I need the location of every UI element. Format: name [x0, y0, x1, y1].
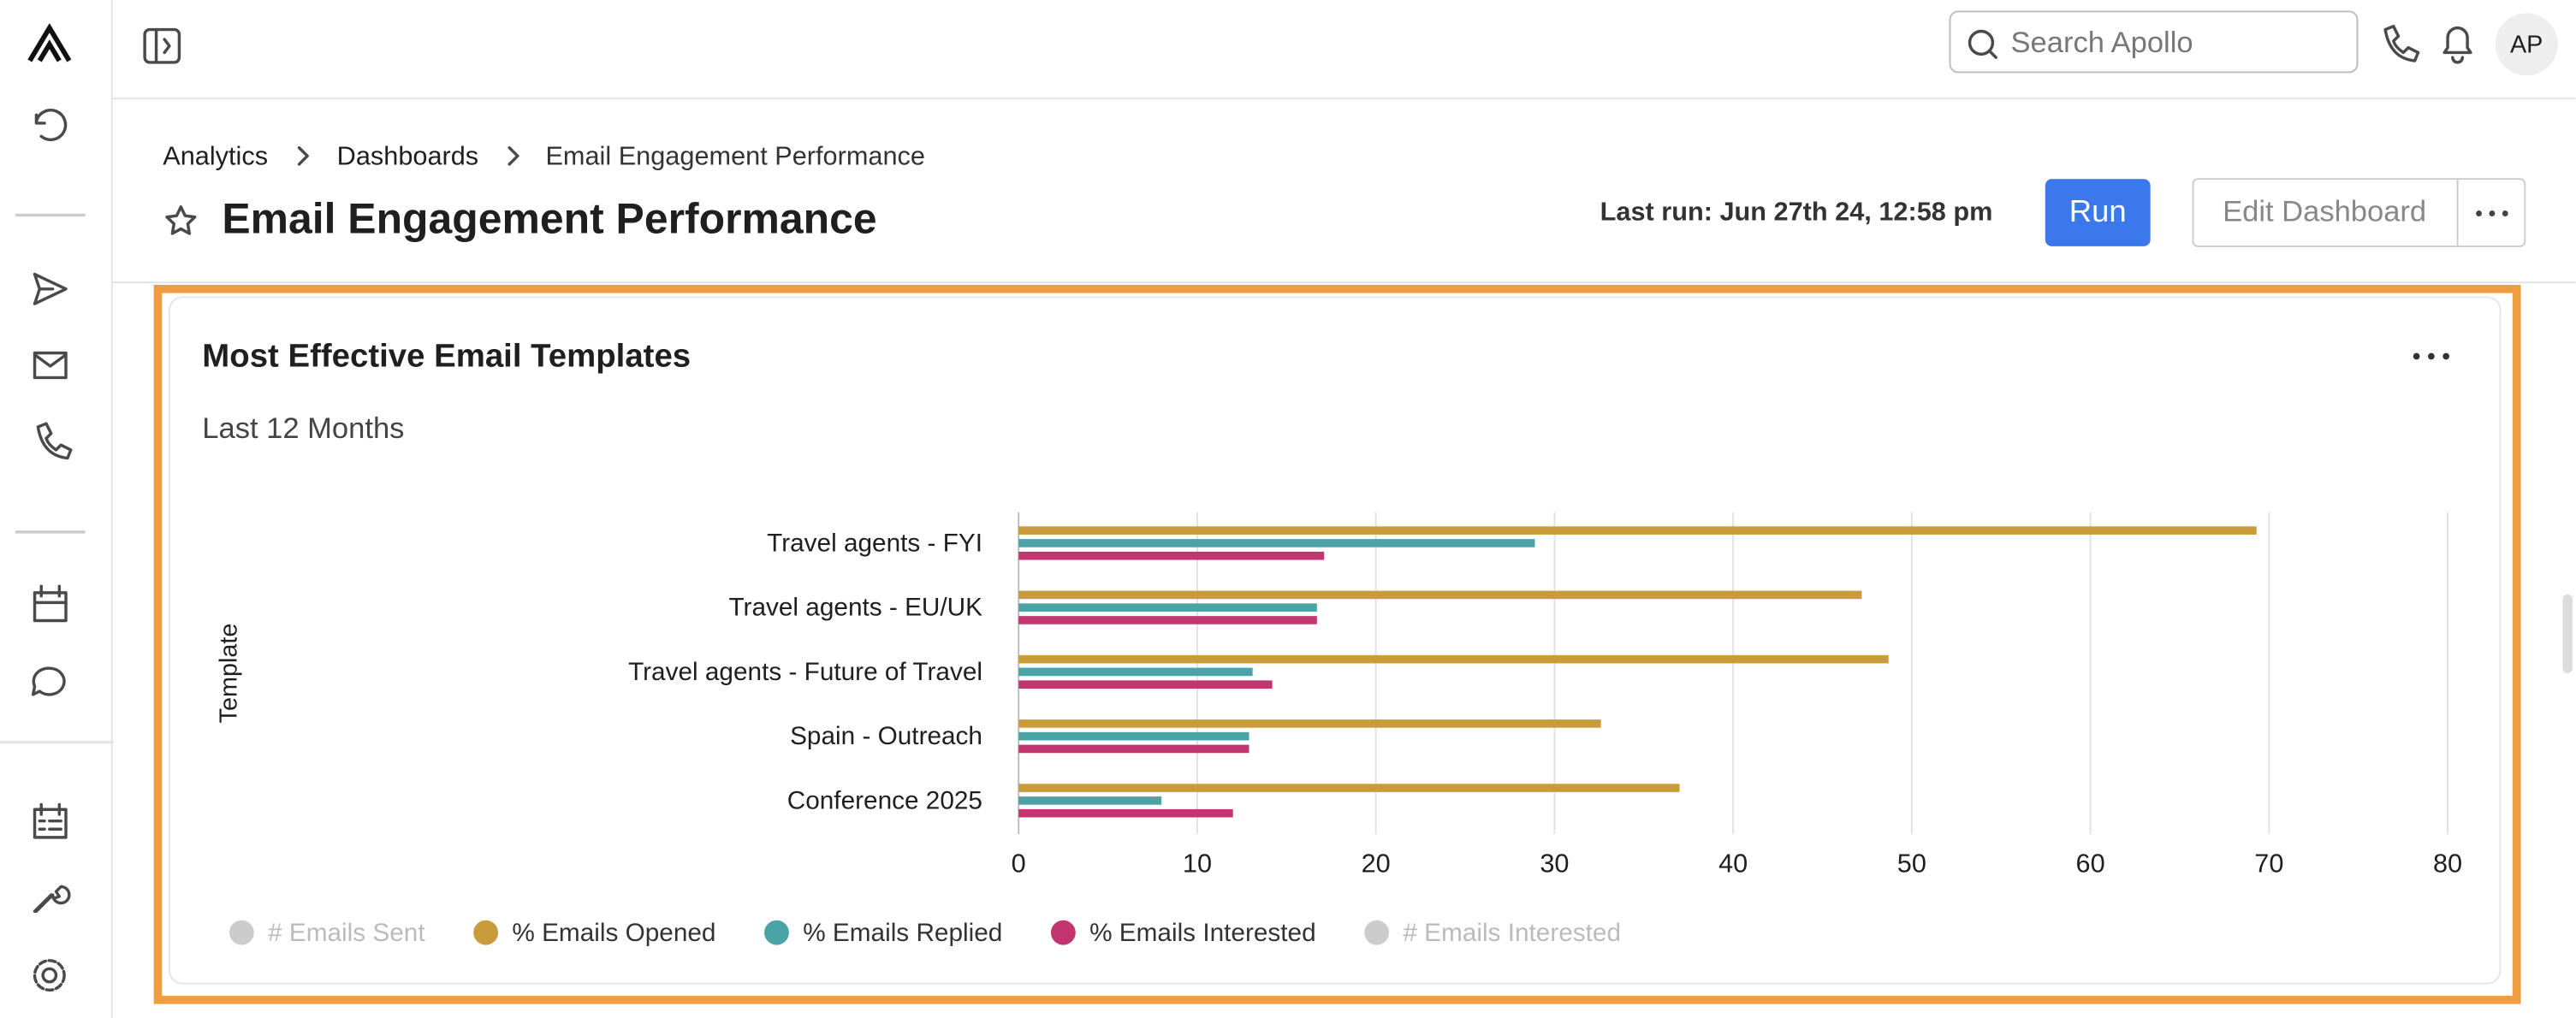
chart-title: Most Effective Email Templates	[202, 338, 691, 375]
bar	[1018, 719, 1601, 728]
plot: 0 10 20 30 40 50 60 70 80 Travel agents - FYI Trav…	[229, 512, 2462, 947]
legend-label[interactable]: % Emails Interested	[1089, 919, 1316, 947]
bar	[1018, 808, 1233, 818]
sidebar	[0, 0, 112, 1018]
bar	[1018, 603, 1317, 612]
bar	[1018, 667, 1253, 677]
chart-card	[168, 296, 2502, 985]
bar	[1018, 616, 1317, 624]
icon-sync[interactable]	[34, 109, 68, 141]
bar	[1018, 784, 1680, 792]
run-button-label: Run	[2069, 193, 2127, 228]
icon-settings-ring	[33, 959, 66, 992]
y-tick-label: Travel agents - Future of Travel	[628, 658, 982, 686]
x-tick-label: 20	[1362, 849, 1391, 879]
y-axis-label: Template	[216, 624, 243, 724]
search-icon	[1968, 29, 1995, 56]
breadcrumb-separator	[297, 146, 309, 166]
panel-toggle[interactable]	[143, 27, 181, 64]
panel-toggle-glyph	[154, 27, 171, 64]
legend-swatch	[473, 920, 499, 945]
icon-tools[interactable]	[33, 885, 71, 913]
breadcrumb-item[interactable]: Dashboards	[337, 140, 478, 170]
legend-label[interactable]: % Emails Replied	[803, 919, 1002, 947]
last-run: Last run: Jun 27th 24, 12:58 pm	[1600, 197, 1993, 227]
card-menu[interactable]	[2413, 352, 2449, 360]
bar	[1018, 539, 1535, 547]
bar	[1018, 590, 1862, 600]
bar	[1018, 731, 1249, 741]
legend-label[interactable]: # Emails Interested	[1403, 919, 1621, 947]
highlight-frame	[153, 285, 2521, 1004]
bar	[1018, 526, 2257, 535]
legend-label[interactable]: # Emails Sent	[268, 919, 425, 947]
logo[interactable]	[27, 23, 72, 62]
phone-button[interactable]	[2383, 24, 2420, 62]
search-placeholder: Search Apollo	[2011, 27, 2193, 59]
icon-phone[interactable]	[36, 422, 73, 460]
edit-dashboard-label: Edit Dashboard	[2223, 196, 2426, 228]
icon-calendar[interactable]	[33, 584, 68, 623]
breadcrumb-item[interactable]: Analytics	[163, 140, 268, 170]
x-tick-label: 0	[1012, 849, 1026, 879]
y-tick-label: Travel agents - FYI	[767, 529, 982, 557]
icon-chat[interactable]	[31, 666, 66, 696]
chart-subtitle: Last 12 Months	[202, 412, 404, 445]
bar	[1018, 654, 1889, 664]
breadcrumb-item: Email Engagement Performance	[545, 140, 925, 170]
legend-label[interactable]: % Emails Opened	[512, 919, 715, 947]
search-box[interactable]	[1949, 10, 2359, 74]
sidebar-icons	[0, 109, 114, 992]
x-tick-label: 80	[2433, 849, 2462, 879]
avatar[interactable]	[2495, 13, 2558, 76]
scrollbar[interactable]	[2562, 594, 2573, 673]
bar	[1018, 551, 1325, 560]
bar	[1018, 796, 1162, 805]
x-tick-label: 70	[2254, 849, 2283, 879]
y-tick-label: Travel agents - EU/UK	[729, 594, 983, 622]
legend-swatch	[229, 920, 254, 945]
icon-settings[interactable]	[41, 967, 58, 984]
x-tick-label: 50	[1897, 849, 1926, 879]
favorite-star[interactable]	[165, 205, 197, 235]
legend-swatch	[1364, 920, 1390, 945]
x-tick-label: 60	[2076, 849, 2105, 879]
more-button[interactable]	[2476, 210, 2508, 216]
page-title: Email Engagement Performance	[222, 194, 876, 242]
icon-mail[interactable]	[33, 351, 68, 380]
avatar-initials: AP	[2510, 31, 2543, 58]
notifications-button[interactable]	[2442, 26, 2472, 64]
bar	[1018, 744, 1249, 754]
legend-swatch	[764, 920, 789, 945]
icon-tasks[interactable]	[33, 802, 68, 839]
breadcrumb-separator	[507, 146, 519, 166]
icon-send[interactable]	[33, 272, 68, 305]
x-tick-label: 10	[1183, 849, 1212, 879]
x-tick-label: 40	[1718, 849, 1748, 879]
run-button[interactable]	[2045, 179, 2151, 246]
bar	[1018, 680, 1273, 689]
y-tick-label: Spain - Outreach	[790, 722, 982, 750]
legend-swatch	[1050, 920, 1076, 945]
edit-dashboard-button[interactable]	[2192, 178, 2526, 247]
search-icon	[1987, 49, 1997, 59]
x-tick-label: 30	[1540, 849, 1569, 879]
y-tick-label: Conference 2025	[787, 786, 982, 814]
